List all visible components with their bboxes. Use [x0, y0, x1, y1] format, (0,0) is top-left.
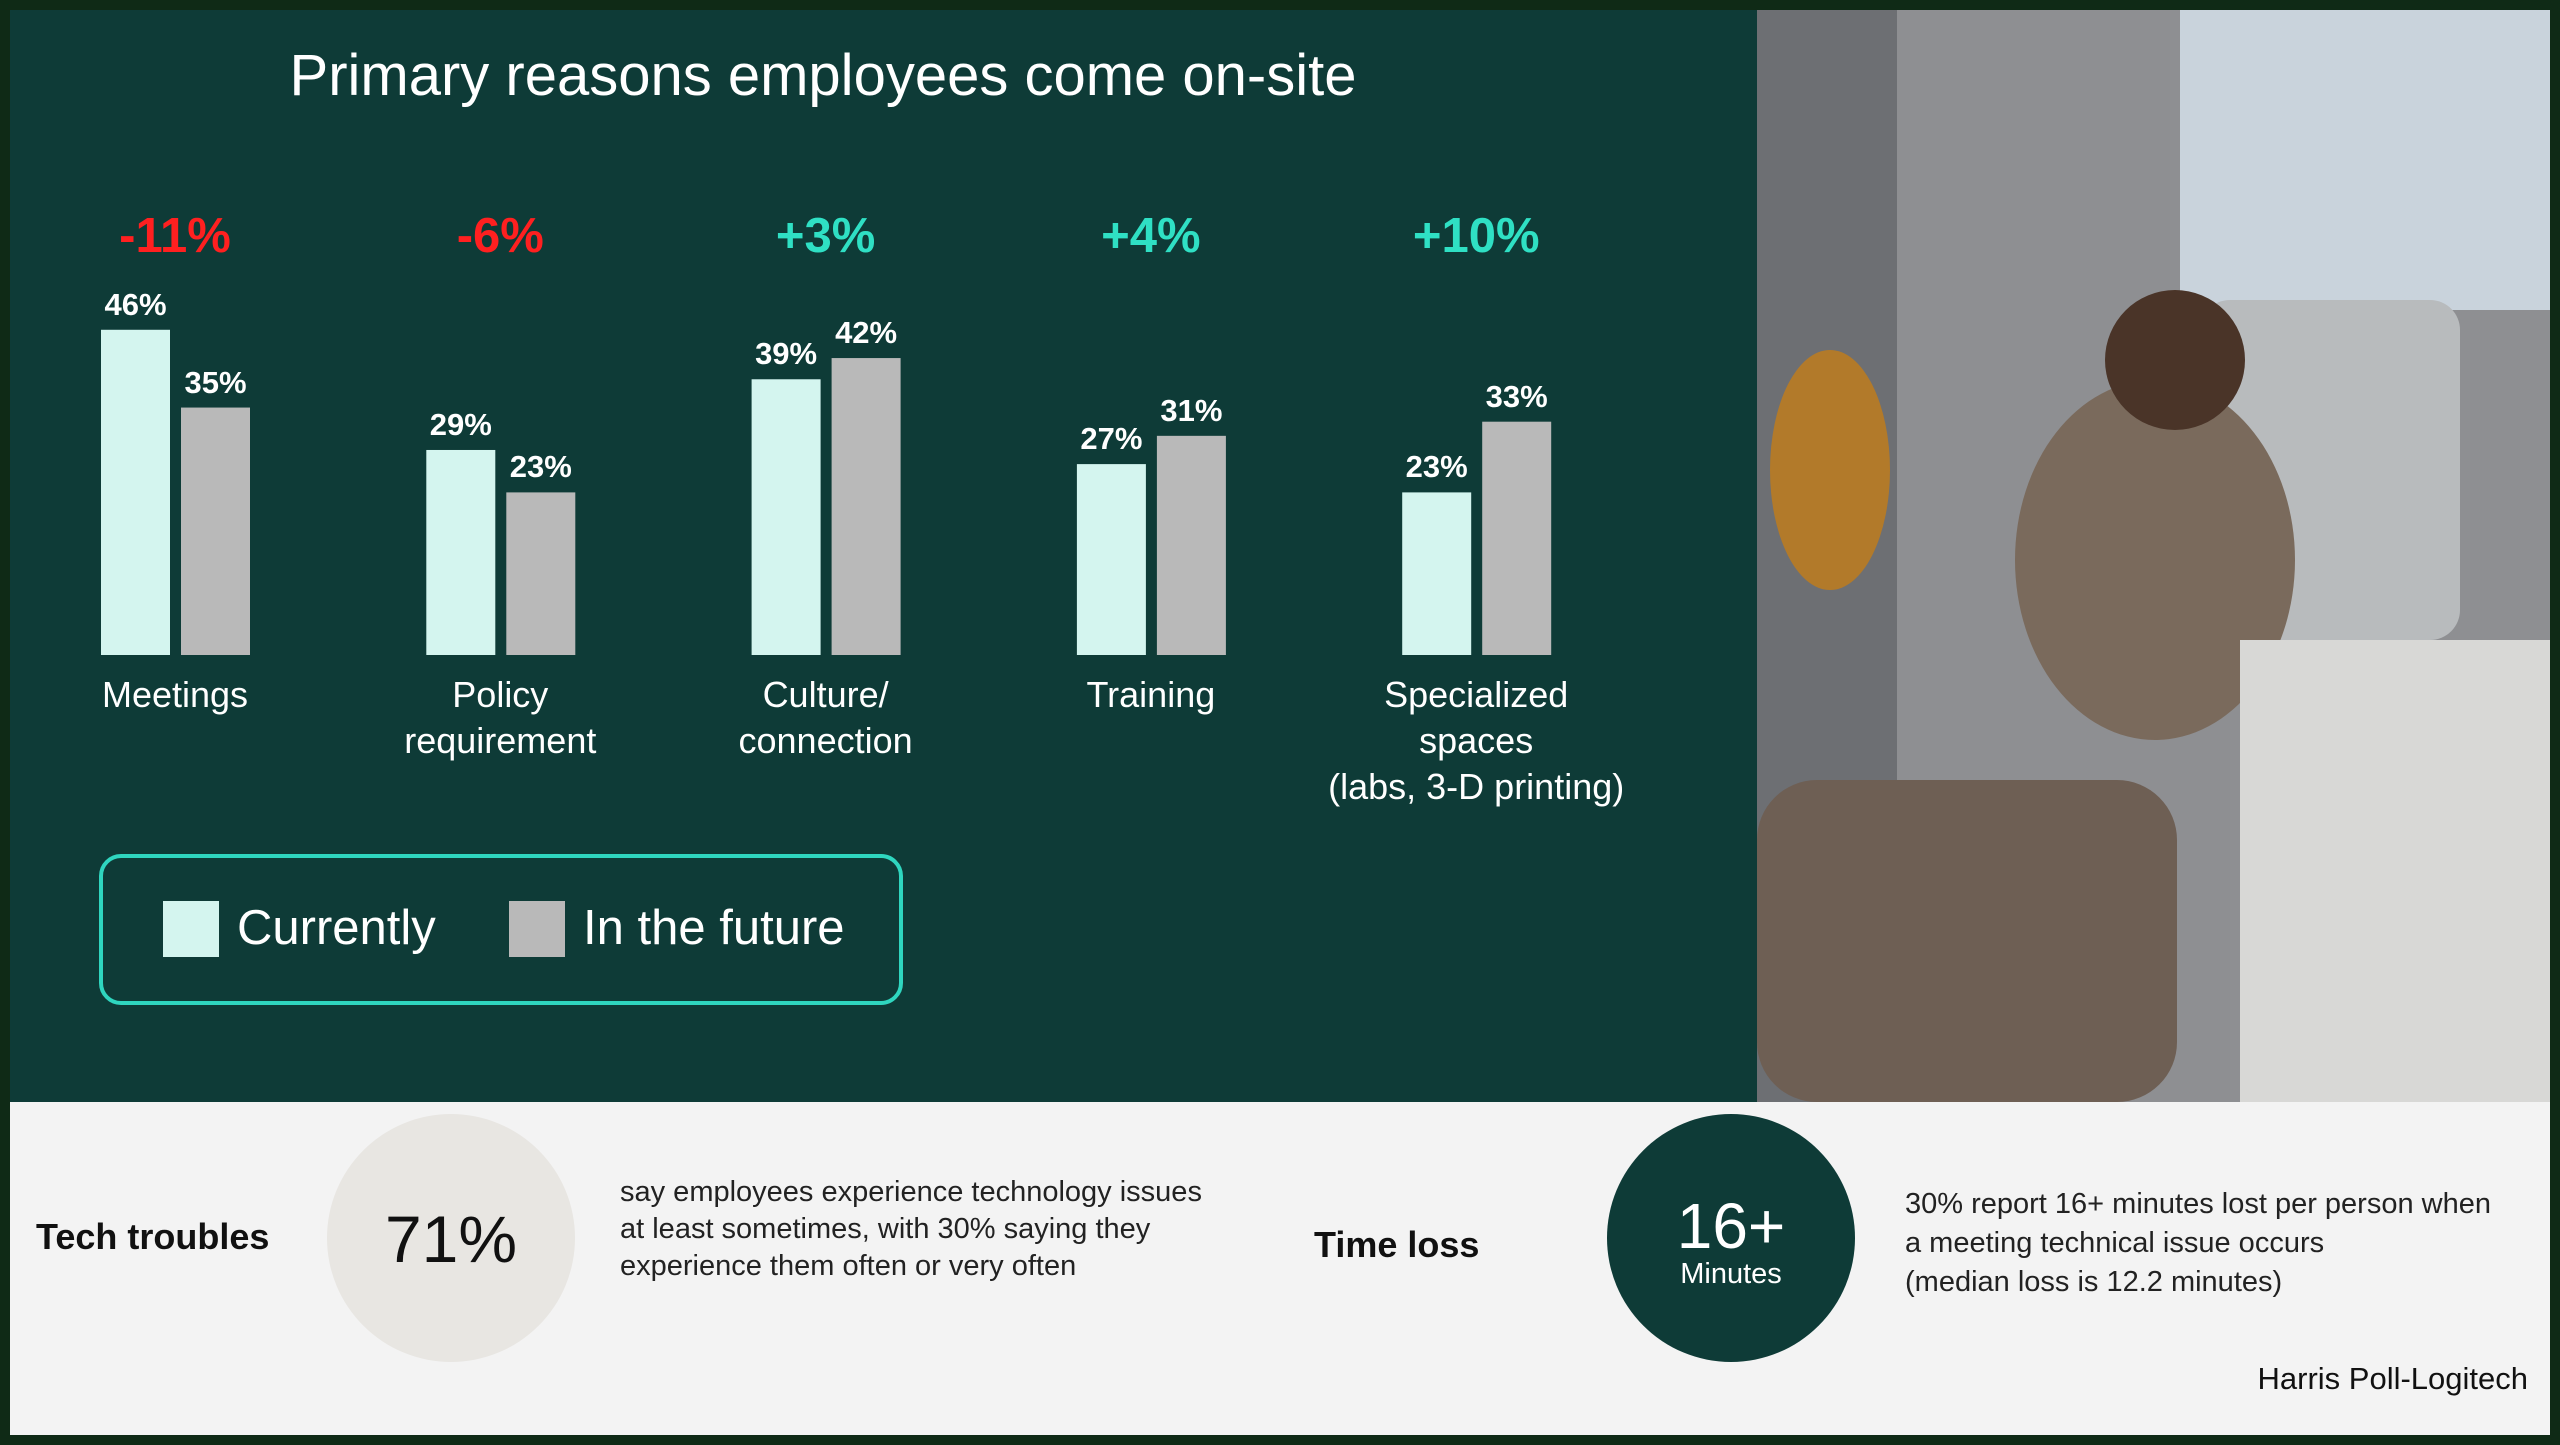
photo-person [2015, 380, 2295, 740]
x-tick-label: Meetings [101, 674, 249, 715]
stat-description: 30% report 16+ minutes lost per person w… [1905, 1188, 2491, 1298]
x-tick-label: Culture/ connection [738, 674, 913, 761]
value-label: 35% [184, 364, 247, 400]
bar [1076, 464, 1146, 655]
value-label: 31% [1160, 392, 1223, 428]
chart-title: Primary reasons employees come on-site [289, 43, 1357, 108]
stat-circle [1607, 1114, 1855, 1362]
value-label: 29% [429, 406, 492, 442]
bar [1482, 421, 1552, 655]
bar [426, 449, 496, 655]
section-label: Time loss [1314, 1224, 1480, 1265]
source: Harris Poll-Logitech [2257, 1361, 2529, 1396]
legend-box [99, 854, 903, 1005]
photo-person [1770, 350, 1890, 590]
change-label: +3% [775, 209, 876, 263]
legend-swatch [509, 901, 565, 957]
bar [751, 379, 821, 655]
legend-label: In the future [583, 901, 845, 955]
legend-swatch [163, 901, 219, 957]
value-label: 46% [104, 286, 167, 322]
bar [1402, 492, 1472, 655]
bar [831, 358, 901, 655]
change-label: +10% [1412, 209, 1540, 263]
change-label: -6% [456, 209, 544, 263]
section-label: Tech troubles [36, 1216, 270, 1257]
value-label: 39% [755, 336, 818, 372]
stat-value: 16+ [1676, 1190, 1786, 1262]
stat-value: 71% [384, 1202, 518, 1276]
photo-chair [1757, 780, 2177, 1102]
stat-description: say employees experience technology issu… [620, 1176, 1202, 1282]
x-tick-label: Training [1086, 674, 1216, 715]
value-label: 23% [509, 449, 572, 485]
photo-desk [2240, 640, 2550, 1102]
x-tick-label: Policy requirement [404, 674, 597, 761]
value-label: 23% [1405, 449, 1468, 485]
value-label: 33% [1485, 378, 1548, 414]
photo-person [2105, 290, 2245, 430]
photo-window [2180, 10, 2550, 310]
value-label: 27% [1080, 421, 1143, 457]
bar [101, 329, 170, 655]
x-tick-label: Specialized spaces (labs, 3-D printing) [1328, 674, 1625, 807]
stat-circle [327, 1114, 575, 1362]
change-label: +4% [1101, 209, 1201, 263]
bar [181, 407, 250, 655]
bar [1156, 435, 1226, 655]
value-label: 42% [835, 315, 898, 351]
photo [1757, 10, 2550, 1102]
bar [506, 492, 576, 655]
stat-unit: Minutes [1680, 1258, 1782, 1290]
legend-label: Currently [237, 901, 436, 955]
change-label: -11% [119, 209, 231, 263]
